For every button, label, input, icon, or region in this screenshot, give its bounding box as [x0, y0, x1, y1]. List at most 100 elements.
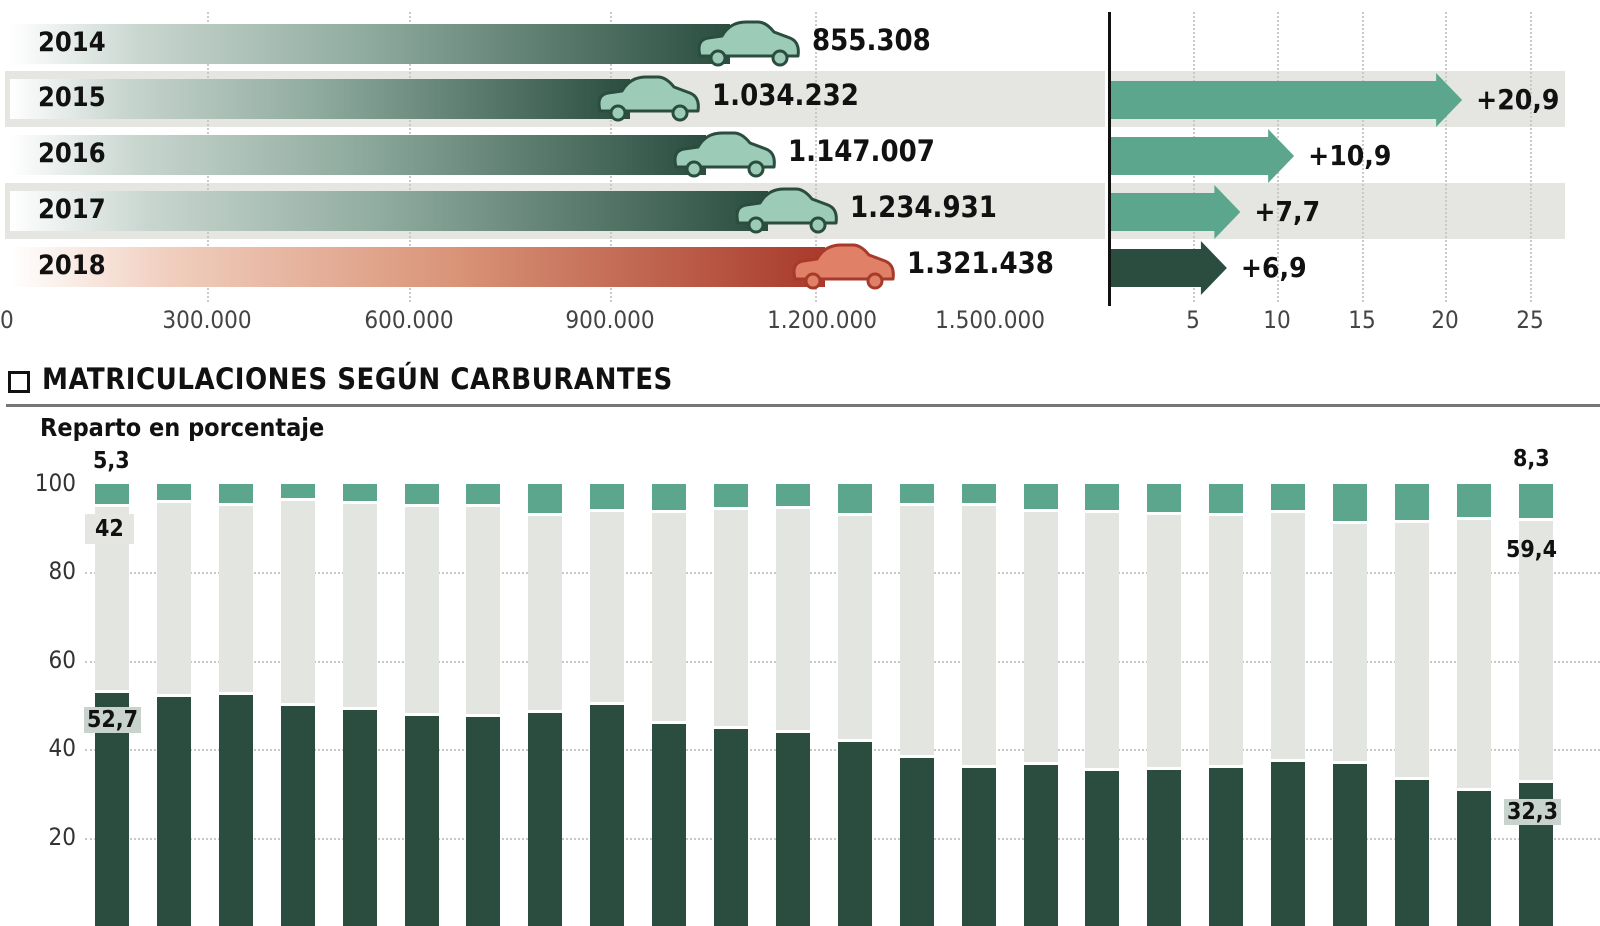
segment-diésel	[961, 767, 996, 926]
segment-diésel	[466, 716, 501, 926]
label-first-bottom: 52,7	[84, 707, 142, 733]
stacked-bar	[1456, 0, 1491, 926]
car-icon	[789, 241, 897, 293]
year-value-2017: 1.234.931	[850, 190, 997, 224]
stacked-bar	[528, 0, 563, 926]
stacked-bar	[156, 0, 191, 926]
segment-diésel	[1456, 791, 1491, 926]
segment-otros	[1147, 484, 1182, 513]
stacked-bar	[1271, 0, 1306, 926]
y-tick: 60	[48, 646, 76, 674]
segment-gasolina	[1518, 520, 1553, 781]
stacked-bar	[1209, 0, 1244, 926]
y-tick: 100	[34, 469, 76, 497]
segment-gasolina	[714, 510, 748, 727]
car-icon	[670, 129, 778, 181]
car-icon	[594, 73, 702, 125]
stacked-bar	[466, 0, 501, 926]
growth-value-2015: +20,9	[1476, 83, 1560, 116]
segment-otros	[280, 484, 315, 499]
segment-gasolina	[590, 512, 625, 702]
segment-otros	[590, 484, 625, 510]
stacked-bar	[837, 0, 872, 926]
year-label-2016: 2016	[38, 138, 106, 169]
segment-diésel	[714, 729, 748, 926]
x-tick: 0	[0, 306, 14, 334]
segment-otros	[1333, 484, 1367, 522]
segment-diésel	[652, 724, 687, 926]
section-header: MATRICULACIONES SEGÚN CARBURANTES	[6, 362, 1600, 407]
label-first-mid: 42	[85, 514, 134, 544]
segment-diésel	[1147, 769, 1182, 926]
growth-tick: 10	[1263, 306, 1291, 334]
stacked-bar	[218, 0, 253, 926]
segment-gasolina	[899, 506, 934, 756]
chart-subtitle: Reparto en porcentaje	[40, 413, 325, 442]
segment-otros	[961, 484, 996, 504]
growth-tick: 25	[1516, 306, 1544, 334]
x-tick: 1.200.000	[767, 306, 877, 334]
y-tick: 40	[48, 734, 76, 762]
segment-gasolina	[1209, 516, 1244, 765]
segment-gasolina	[280, 501, 315, 704]
stacked-bar	[652, 0, 687, 926]
stacked-bar	[590, 0, 625, 926]
label-last-mid: 59,4	[1506, 537, 1558, 563]
segment-otros	[1518, 484, 1553, 518]
segment-otros	[1456, 484, 1491, 518]
stacked-bar	[342, 0, 377, 926]
x-tick: 300.000	[162, 306, 252, 334]
x-tick: 1.500.000	[935, 306, 1045, 334]
segment-diésel	[590, 705, 625, 926]
segment-gasolina	[837, 515, 872, 740]
segment-diésel	[342, 710, 377, 926]
gridline	[1362, 12, 1364, 302]
segment-gasolina	[528, 516, 563, 711]
stacked-bar	[1333, 0, 1367, 926]
segment-gasolina	[1023, 511, 1058, 762]
stacked-bar	[404, 0, 439, 926]
gridline	[815, 12, 817, 302]
y-tick: 20	[48, 823, 76, 851]
segment-otros	[1394, 484, 1429, 521]
segment-otros	[775, 484, 810, 506]
segment-diésel	[156, 697, 191, 926]
year-bar-2016	[10, 135, 706, 175]
segment-diésel	[528, 713, 563, 926]
segment-gasolina	[1147, 515, 1182, 767]
label-last-bottom: 32,3	[1504, 799, 1562, 825]
segment-diésel	[1023, 764, 1058, 926]
segment-otros	[899, 484, 934, 504]
segment-otros	[652, 484, 687, 511]
stacked-bar	[1085, 0, 1120, 926]
label-last-top: 8,3	[1513, 446, 1550, 472]
growth-value-2018: +6,9	[1240, 251, 1307, 284]
segment-gasolina	[218, 506, 253, 693]
growth-arrow-2018	[1111, 241, 1227, 295]
section-title: MATRICULACIONES SEGÚN CARBURANTES	[42, 362, 673, 396]
stacked-bar	[1147, 0, 1182, 926]
segment-diésel	[1085, 770, 1120, 926]
segment-gasolina	[775, 508, 810, 731]
stacked-bar	[899, 0, 934, 926]
segment-otros	[156, 484, 191, 500]
segment-otros	[1023, 484, 1058, 509]
segment-otros	[1271, 484, 1306, 510]
stacked-bar	[1394, 0, 1429, 926]
segment-gasolina	[1271, 512, 1306, 759]
car-icon	[694, 18, 802, 70]
segment-otros	[95, 484, 129, 505]
segment-otros	[404, 484, 439, 504]
section-square-icon	[8, 371, 30, 393]
segment-gasolina	[1394, 523, 1429, 778]
label-first-top: 5,3	[93, 448, 130, 474]
segment-diésel	[218, 695, 253, 926]
segment-otros	[466, 484, 501, 504]
segment-diésel	[1209, 767, 1244, 926]
growth-tick: 20	[1431, 306, 1459, 334]
y-tick: 80	[48, 557, 76, 585]
gridline	[1530, 12, 1532, 302]
year-label-2015: 2015	[38, 82, 106, 113]
growth-value-2016: +10,9	[1308, 139, 1392, 172]
segment-diésel	[404, 716, 439, 926]
